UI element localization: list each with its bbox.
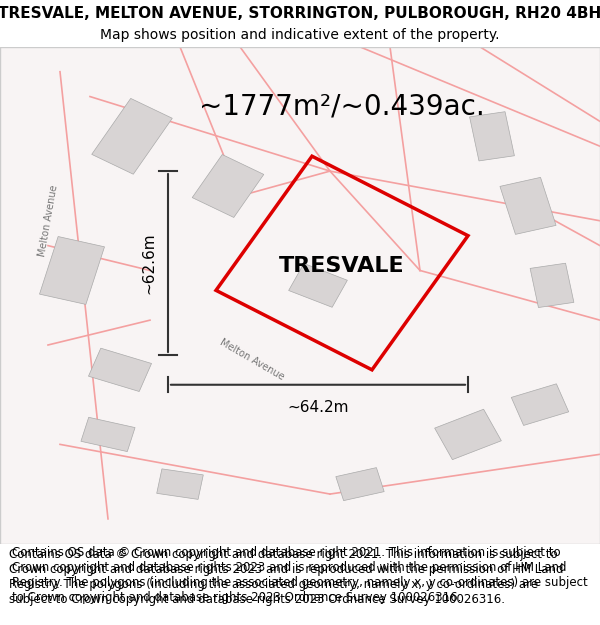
Text: Melton Avenue: Melton Avenue <box>218 338 286 382</box>
Polygon shape <box>470 112 514 161</box>
Text: ~1777m²/~0.439ac.: ~1777m²/~0.439ac. <box>199 92 485 121</box>
Polygon shape <box>92 98 172 174</box>
Polygon shape <box>336 468 384 501</box>
Polygon shape <box>530 263 574 308</box>
Text: Contains OS data © Crown copyright and database right 2021. This information is : Contains OS data © Crown copyright and d… <box>12 546 588 604</box>
Polygon shape <box>511 384 569 426</box>
Polygon shape <box>88 348 152 391</box>
Polygon shape <box>192 154 264 218</box>
Text: Contains OS data © Crown copyright and database right 2021. This information is : Contains OS data © Crown copyright and d… <box>9 548 563 606</box>
Polygon shape <box>40 236 104 304</box>
Text: TRESVALE, MELTON AVENUE, STORRINGTON, PULBOROUGH, RH20 4BH: TRESVALE, MELTON AVENUE, STORRINGTON, PU… <box>0 6 600 21</box>
Polygon shape <box>434 409 502 459</box>
Text: TRESVALE: TRESVALE <box>279 256 405 276</box>
Text: Map shows position and indicative extent of the property.: Map shows position and indicative extent… <box>100 28 500 42</box>
Text: ~62.6m: ~62.6m <box>141 232 156 294</box>
Polygon shape <box>81 418 135 452</box>
Polygon shape <box>500 177 556 234</box>
Text: Melton Avenue: Melton Avenue <box>37 184 59 258</box>
Text: ~64.2m: ~64.2m <box>287 399 349 414</box>
Polygon shape <box>157 469 203 499</box>
Polygon shape <box>289 264 347 308</box>
